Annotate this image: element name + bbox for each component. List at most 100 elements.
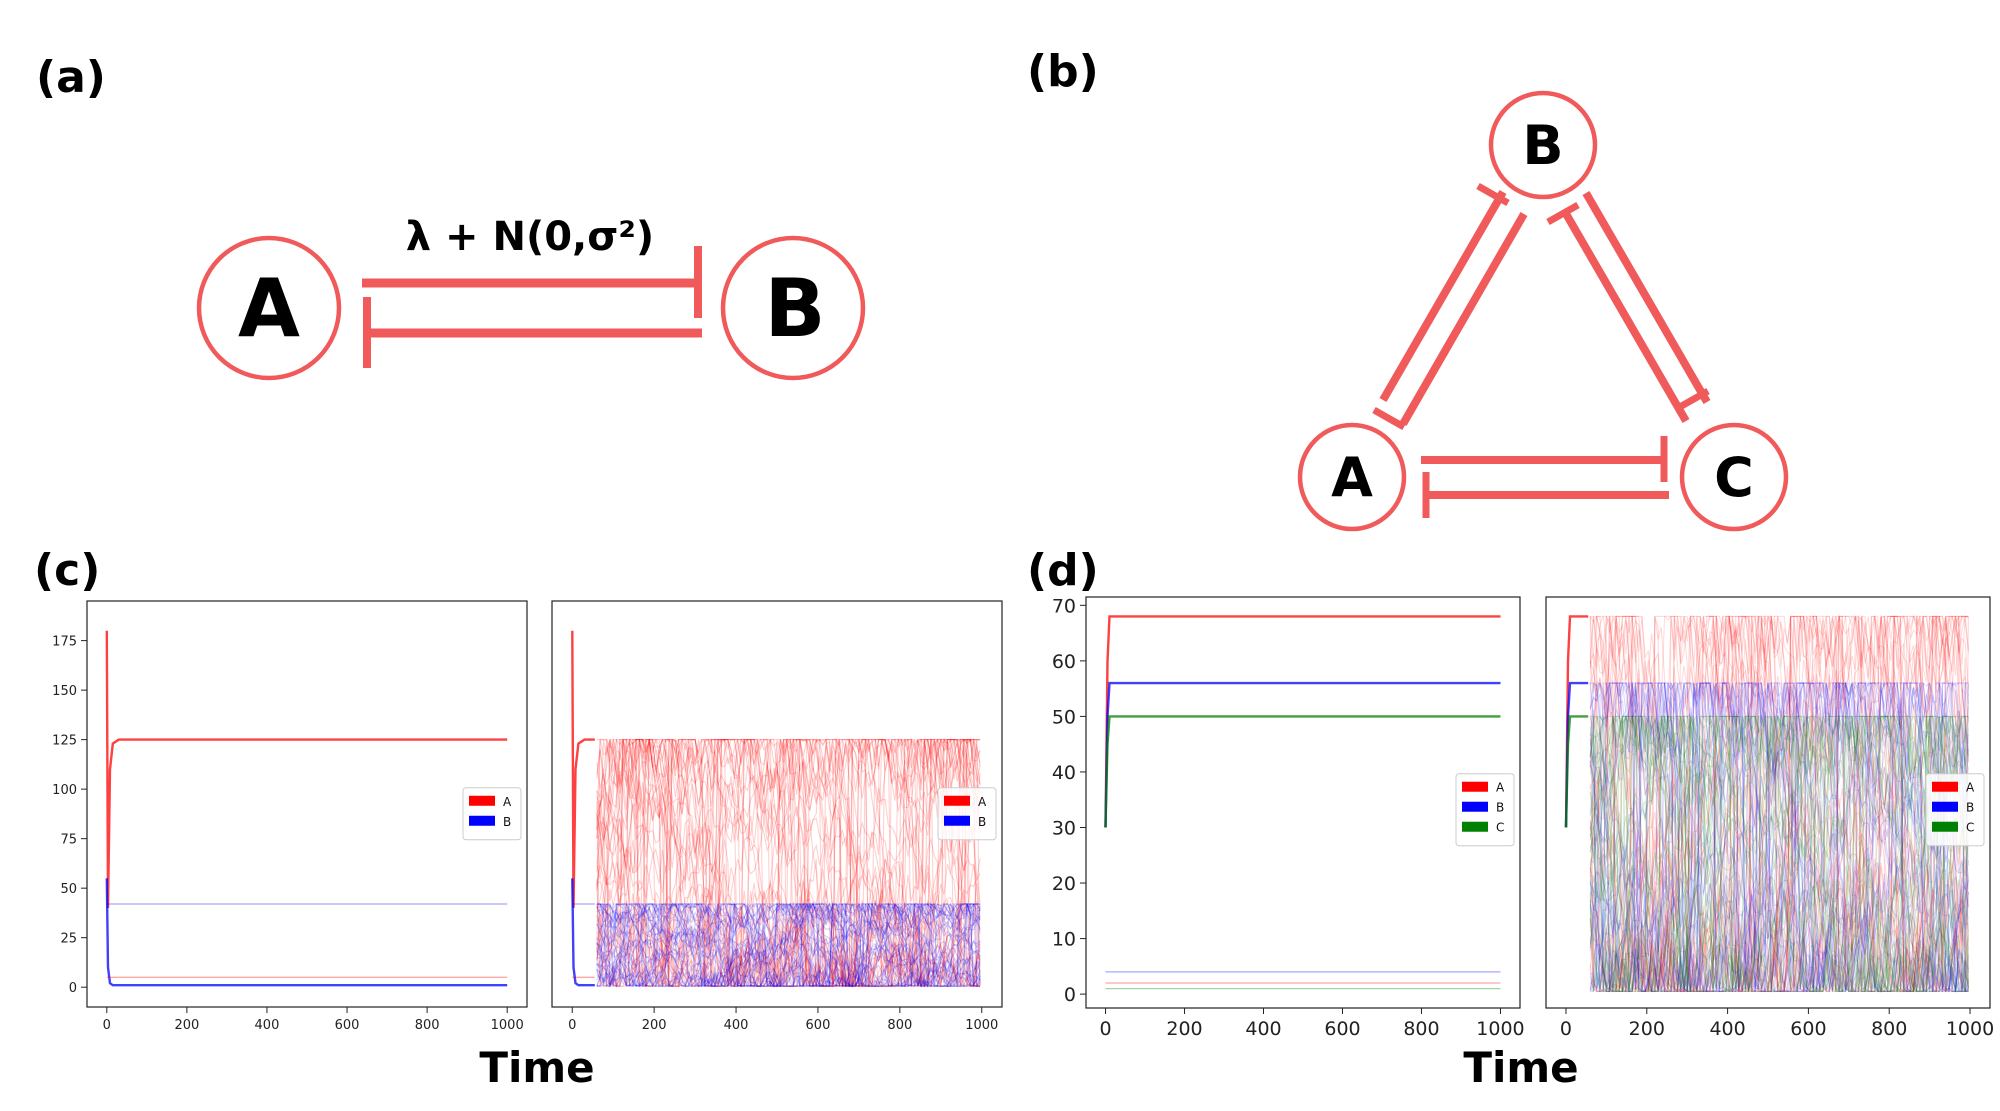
inhibition-b-to-c bbox=[1561, 209, 1690, 424]
noise-trace-b bbox=[1589, 680, 1969, 993]
noise-trace-a bbox=[596, 737, 981, 987]
noise-trace-c bbox=[1589, 715, 1969, 992]
noise-trace-b bbox=[1589, 682, 1969, 993]
noise-trace-b bbox=[596, 903, 981, 988]
noise-trace-b bbox=[596, 902, 981, 988]
noise-trace-b bbox=[596, 902, 981, 988]
noise-trace-b bbox=[1589, 681, 1969, 993]
noise-trace-b bbox=[1589, 681, 1969, 994]
noise-trace-b bbox=[596, 902, 981, 988]
noise-trace-a bbox=[596, 737, 981, 987]
noise-trace-b bbox=[1589, 682, 1969, 992]
y-tick-label: 25 bbox=[60, 932, 77, 947]
inhibition-b-to-a bbox=[1399, 212, 1528, 426]
noise-trace-c bbox=[1589, 715, 1969, 993]
noise-trace-a bbox=[1589, 615, 1969, 993]
y-tick-label: 50 bbox=[1052, 706, 1076, 728]
series-line-b bbox=[105, 878, 508, 987]
noise-trace-a bbox=[1589, 616, 1969, 993]
diagram-a: A B λ + N(0,σ²) bbox=[196, 214, 866, 381]
noise-trace-b bbox=[596, 902, 981, 987]
noise-trace-b bbox=[596, 902, 981, 988]
noise-trace-b bbox=[596, 902, 981, 988]
inhibition-bar-at-b-from-a bbox=[1476, 182, 1510, 207]
noise-trace-c bbox=[1589, 714, 1969, 993]
noise-trace-b bbox=[1589, 682, 1969, 993]
y-tick-label: 20 bbox=[1052, 873, 1076, 895]
legend-swatch-a bbox=[469, 795, 495, 806]
x-tick-label: 800 bbox=[415, 1018, 440, 1033]
noise-trace-b bbox=[596, 902, 981, 987]
legend-swatch-a bbox=[1932, 781, 1958, 792]
x-tick-label: 0 bbox=[1560, 1018, 1572, 1040]
noise-trace-b bbox=[1589, 682, 1969, 993]
noise-trace-a bbox=[596, 738, 981, 989]
noise-trace-b bbox=[596, 901, 981, 987]
x-tick-label: 200 bbox=[1629, 1018, 1665, 1040]
noise-trace-a bbox=[1589, 614, 1969, 993]
y-tick-label: 10 bbox=[1052, 929, 1076, 951]
noise-trace-c bbox=[1589, 715, 1969, 992]
noise-trace-b bbox=[1589, 682, 1969, 993]
node-b-circle bbox=[1488, 90, 1598, 200]
noise-trace-b bbox=[1589, 681, 1969, 993]
legend-swatch-c bbox=[1932, 821, 1958, 832]
noise-trace-b bbox=[596, 902, 981, 987]
x-tick-label: 400 bbox=[1245, 1018, 1281, 1040]
noise-trace-a bbox=[1589, 614, 1969, 993]
noise-trace-a bbox=[1589, 615, 1969, 989]
noise-trace-b bbox=[1589, 682, 1969, 993]
noise-trace-a bbox=[596, 739, 981, 988]
noise-trace-c bbox=[1589, 714, 1969, 993]
noise-trace-b bbox=[1589, 682, 1969, 994]
noise-trace-b bbox=[596, 902, 981, 988]
node-a-label: A bbox=[238, 262, 300, 355]
noise-trace-a bbox=[596, 738, 981, 987]
noise-trace-b bbox=[596, 902, 981, 988]
noise-trace-a bbox=[1589, 615, 1969, 994]
x-tick-label: 600 bbox=[806, 1018, 831, 1033]
noise-trace-a bbox=[1589, 614, 1969, 993]
noise-trace-a bbox=[1589, 615, 1969, 993]
noise-trace-a bbox=[596, 738, 981, 987]
noise-trace-b bbox=[596, 903, 981, 987]
noise-trace-a bbox=[596, 738, 981, 988]
y-tick-label: 0 bbox=[1064, 984, 1076, 1006]
noise-trace-c bbox=[1589, 715, 1969, 993]
noise-trace-a bbox=[596, 738, 981, 988]
panel-label-d: (d) bbox=[1027, 545, 1099, 596]
noise-trace-b bbox=[596, 903, 981, 988]
noise-trace-a bbox=[1589, 616, 1969, 993]
noise-trace-b bbox=[1589, 680, 1969, 993]
noise-trace-b bbox=[596, 903, 981, 987]
legend-label-b: B bbox=[1966, 801, 1974, 815]
legend-label-a: A bbox=[1496, 781, 1505, 795]
x-tick-label: 400 bbox=[1709, 1018, 1745, 1040]
noise-trace-a bbox=[596, 737, 981, 988]
noise-trace-b bbox=[596, 902, 981, 987]
noise-trace-a bbox=[1589, 615, 1969, 993]
plot-lines bbox=[1564, 614, 1969, 994]
noise-trace-a bbox=[1589, 616, 1969, 993]
noise-trace-b bbox=[596, 902, 981, 988]
noise-trace-a bbox=[596, 739, 981, 989]
inhibition-a-to-b bbox=[1379, 190, 1507, 402]
noise-trace-b bbox=[596, 902, 981, 988]
noise-trace-a bbox=[1589, 615, 1969, 993]
noise-trace-a bbox=[596, 737, 981, 987]
series-line-a bbox=[105, 630, 508, 909]
noise-trace-c bbox=[1589, 714, 1969, 994]
plot-area-frame bbox=[551, 600, 1003, 1008]
noise-trace-b bbox=[1589, 682, 1969, 992]
legend-label-b: B bbox=[503, 815, 511, 829]
noise-trace-c bbox=[1589, 715, 1969, 993]
noise-trace-c bbox=[1589, 715, 1969, 993]
noise-trace-c bbox=[1589, 733, 1969, 993]
x-axis-label-c: Time bbox=[479, 1043, 594, 1092]
noise-trace-b bbox=[1589, 681, 1969, 993]
noise-trace-b bbox=[1589, 682, 1969, 994]
noise-trace-a bbox=[1589, 615, 1969, 993]
noise-trace-b bbox=[596, 903, 981, 987]
series-line-b bbox=[571, 878, 595, 987]
